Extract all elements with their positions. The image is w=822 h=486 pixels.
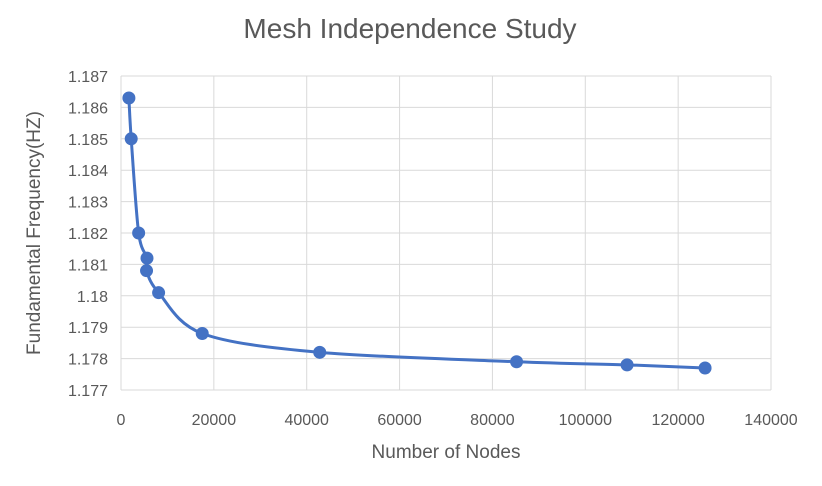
x-tick-label: 140000 (744, 412, 797, 429)
series-line (127, 97, 706, 370)
x-tick-label: 100000 (559, 412, 612, 429)
data-point (140, 251, 154, 265)
x-tick-label: 0 (117, 412, 126, 429)
data-point (132, 226, 146, 240)
x-tick-label: 60000 (377, 412, 422, 429)
data-point (124, 132, 138, 146)
y-tick-label: 1.184 (68, 163, 108, 180)
x-axis-label: Number of Nodes (372, 442, 521, 463)
x-tick-label: 80000 (470, 412, 515, 429)
x-tick-label: 20000 (192, 412, 237, 429)
x-tick-label: 40000 (284, 412, 329, 429)
y-tick-label: 1.179 (68, 320, 108, 337)
data-point (122, 91, 136, 105)
x-tick-label: 120000 (651, 412, 704, 429)
data-point (195, 326, 209, 340)
data-point (313, 345, 327, 359)
y-tick-label: 1.187 (68, 69, 108, 86)
data-point (152, 286, 166, 300)
y-tick-label: 1.186 (68, 100, 108, 117)
y-tick-label: 1.183 (68, 195, 108, 212)
y-axis-label: Fundamental Frequency(HZ) (24, 111, 45, 355)
y-tick-label: 1.182 (68, 226, 108, 243)
y-tick-label: 1.18 (77, 289, 108, 306)
y-tick-label: 1.181 (68, 257, 108, 274)
chart-title: Mesh Independence Study (243, 13, 576, 44)
data-point (140, 264, 154, 278)
tick-layer: 0 20000 40000 60000 80000 100000 120000 140000 1… (68, 69, 798, 429)
grid-layer (120, 75, 772, 391)
y-tick-label: 1.178 (68, 352, 108, 369)
series-layer (122, 91, 712, 375)
data-point (620, 358, 634, 372)
y-tick-label: 1.185 (68, 132, 108, 149)
data-point (698, 361, 712, 375)
y-tick-label: 1.177 (68, 383, 108, 400)
data-point (510, 355, 524, 369)
